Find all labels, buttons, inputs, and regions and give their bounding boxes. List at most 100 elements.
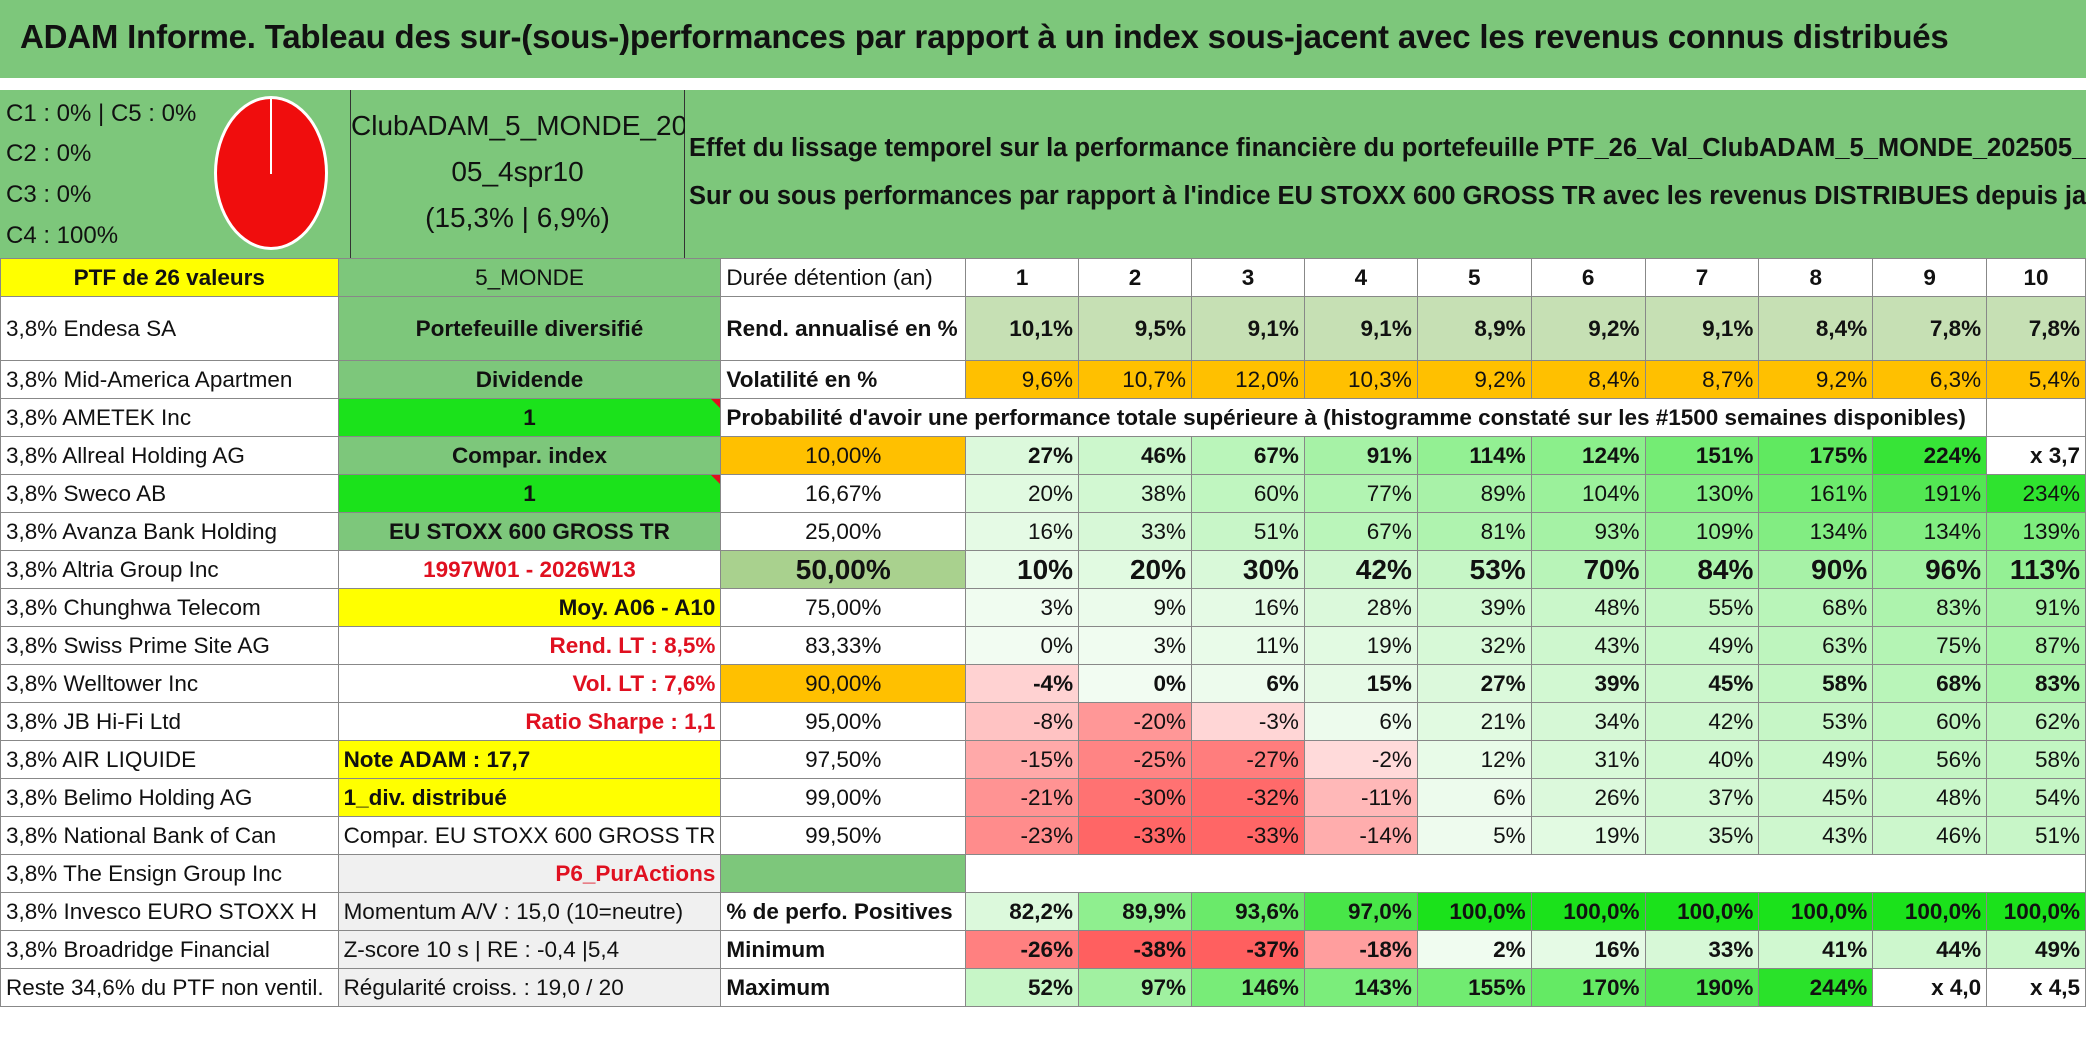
holding-name: 3,8% Mid-America Apartmen	[0, 360, 339, 399]
proba-value: 19%	[1530, 816, 1646, 855]
proba-value: 113%	[1986, 550, 2086, 589]
info-cell: Régularité croiss. : 19,0 / 20	[337, 968, 722, 1007]
info-cell: Dividende	[337, 360, 722, 399]
ptf-count-header: PTF de 26 valeurs	[0, 258, 339, 297]
minimum-value: 2%	[1416, 930, 1532, 969]
minimum-value: 44%	[1872, 930, 1988, 969]
info-cell: 1	[337, 474, 722, 513]
proba-threshold: 95,00%	[720, 702, 967, 741]
table-row: 3,8% AMETEK Inc 1 Probabilité d'avoir une …	[0, 398, 2086, 437]
holding-name: 3,8% Altria Group Inc	[0, 550, 339, 589]
vol-value: 9,6%	[965, 360, 1080, 399]
proba-value: 58%	[1986, 740, 2086, 779]
year-header-7: 7	[1644, 258, 1760, 297]
positives-value: 100,0%	[1758, 892, 1874, 931]
proba-value: 81%	[1416, 512, 1532, 551]
vol-value: 8,7%	[1644, 360, 1760, 399]
table-row: 3,8% National Bank of Can Compar. EU STOX…	[0, 816, 2086, 855]
report-title: ADAM Informe. Tableau des sur-(sous-)per…	[20, 18, 1949, 55]
table-row: 3,8% Swiss Prime Site AG Rend. LT : 8,5% 8…	[0, 626, 2086, 665]
table-row: 3,8% Sweco AB 1 16,67% 20% 38% 60% 77% 89% 104% 1…	[0, 474, 2086, 513]
positives-value: 100,0%	[1872, 892, 1988, 931]
description-line2: Sur ou sous performances par rapport à l…	[689, 182, 2086, 210]
proba-value: 175%	[1758, 436, 1874, 475]
proba-value: -20%	[1078, 702, 1192, 741]
maximum-value: x 4,5	[1986, 968, 2086, 1007]
proba-value: 63%	[1758, 626, 1874, 665]
proba-value: 27%	[965, 436, 1080, 475]
proba-value: 68%	[1758, 588, 1874, 627]
minimum-value: 33%	[1644, 930, 1760, 969]
proba-value: 91%	[1986, 588, 2086, 627]
proba-value: 9%	[1078, 588, 1192, 627]
rend-value: 10,1%	[965, 296, 1080, 361]
year-header-10: 10	[1986, 258, 2086, 297]
info-cell: Vol. LT : 7,6%	[337, 664, 722, 703]
info-cell: Note ADAM : 17,7	[337, 740, 722, 779]
table-row: PTF de 26 valeurs 5_MONDE Durée détention …	[0, 258, 2086, 297]
proba-value: -14%	[1303, 816, 1418, 855]
vol-value: 5,4%	[1986, 360, 2086, 399]
rend-value: 9,1%	[1644, 296, 1760, 361]
proba-threshold: 10,00%	[720, 436, 967, 475]
proba-value: 27%	[1416, 664, 1532, 703]
maximum-value: 170%	[1530, 968, 1646, 1007]
maximum-value: 190%	[1644, 968, 1760, 1007]
info-cell: Z-score 10 s | RE : -0,4 |5,4	[337, 930, 722, 969]
proba-value: -15%	[965, 740, 1080, 779]
holding-name: 3,8% Welltower Inc	[0, 664, 339, 703]
universe-header: 5_MONDE	[337, 258, 722, 297]
proba-value: 70%	[1530, 550, 1646, 589]
vol-value: 12,0%	[1191, 360, 1305, 399]
proba-value: 87%	[1986, 626, 2086, 665]
proba-value: 43%	[1758, 816, 1874, 855]
proba-threshold: 50,00%	[720, 550, 967, 589]
proba-value: 55%	[1644, 588, 1760, 627]
spacer-cell	[965, 854, 2086, 893]
proba-value: 28%	[1303, 588, 1418, 627]
proba-value: 151%	[1644, 436, 1760, 475]
proba-value: 12%	[1416, 740, 1532, 779]
minimum-value: -38%	[1078, 930, 1192, 969]
holding-name: 3,8% Allreal Holding AG	[0, 436, 339, 475]
proba-value: 5%	[1416, 816, 1532, 855]
proba-value: 104%	[1530, 474, 1646, 513]
proba-value: x 3,7	[1986, 436, 2086, 475]
holding-name: 3,8% Endesa SA	[0, 296, 339, 361]
proba-value: -33%	[1078, 816, 1192, 855]
vol-value: 9,2%	[1416, 360, 1532, 399]
year-header-9: 9	[1872, 258, 1988, 297]
table-row: 3,8% JB Hi-Fi Ltd Ratio Sharpe : 1,1 95,00…	[0, 702, 2086, 741]
proba-value: -2%	[1303, 740, 1418, 779]
holding-name: 3,8% AMETEK Inc	[0, 398, 339, 437]
proba-value: 32%	[1416, 626, 1532, 665]
proba-value: -25%	[1078, 740, 1192, 779]
proba-value: 45%	[1758, 778, 1874, 817]
rend-value: 7,8%	[1872, 296, 1988, 361]
vol-label: Volatilité en %	[720, 360, 967, 399]
proba-value: 37%	[1644, 778, 1760, 817]
positives-value: 89,9%	[1078, 892, 1192, 931]
rend-value: 9,1%	[1191, 296, 1305, 361]
minimum-value: 41%	[1758, 930, 1874, 969]
proba-value: 6%	[1303, 702, 1418, 741]
rend-label: Rend. annualisé en %	[720, 296, 967, 361]
table-row: Reste 34,6% du PTF non ventil. Régularité…	[0, 968, 2086, 1007]
proba-value: 11%	[1191, 626, 1305, 665]
proba-value: 130%	[1644, 474, 1760, 513]
info-cell: 1997W01 - 2026W13	[337, 550, 722, 589]
legend-c4: C4 : 100%	[6, 222, 119, 249]
duration-label: Durée détention (an)	[720, 258, 967, 297]
vol-value: 6,3%	[1872, 360, 1988, 399]
proba-value: 93%	[1530, 512, 1646, 551]
proba-value: 49%	[1644, 626, 1760, 665]
proba-value: 20%	[965, 474, 1080, 513]
proba-value: 0%	[1078, 664, 1192, 703]
proba-value: 6%	[1191, 664, 1305, 703]
proba-value: 234%	[1986, 474, 2086, 513]
maximum-value: 143%	[1303, 968, 1418, 1007]
holding-name: Reste 34,6% du PTF non ventil.	[0, 968, 339, 1007]
info-cell: Compar. EU STOXX 600 GROSS TR	[337, 816, 722, 855]
proba-value: -23%	[965, 816, 1080, 855]
proba-value: 39%	[1530, 664, 1646, 703]
